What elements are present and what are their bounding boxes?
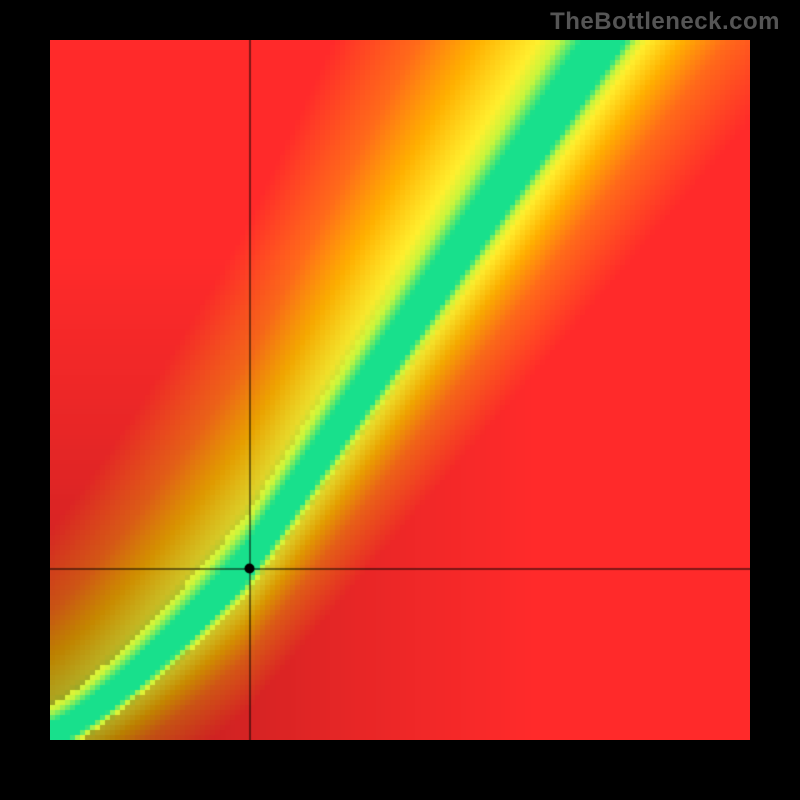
chart-container: TheBottleneck.com [0,0,800,800]
watermark-text: TheBottleneck.com [550,8,780,36]
bottleneck-heatmap [50,40,750,740]
